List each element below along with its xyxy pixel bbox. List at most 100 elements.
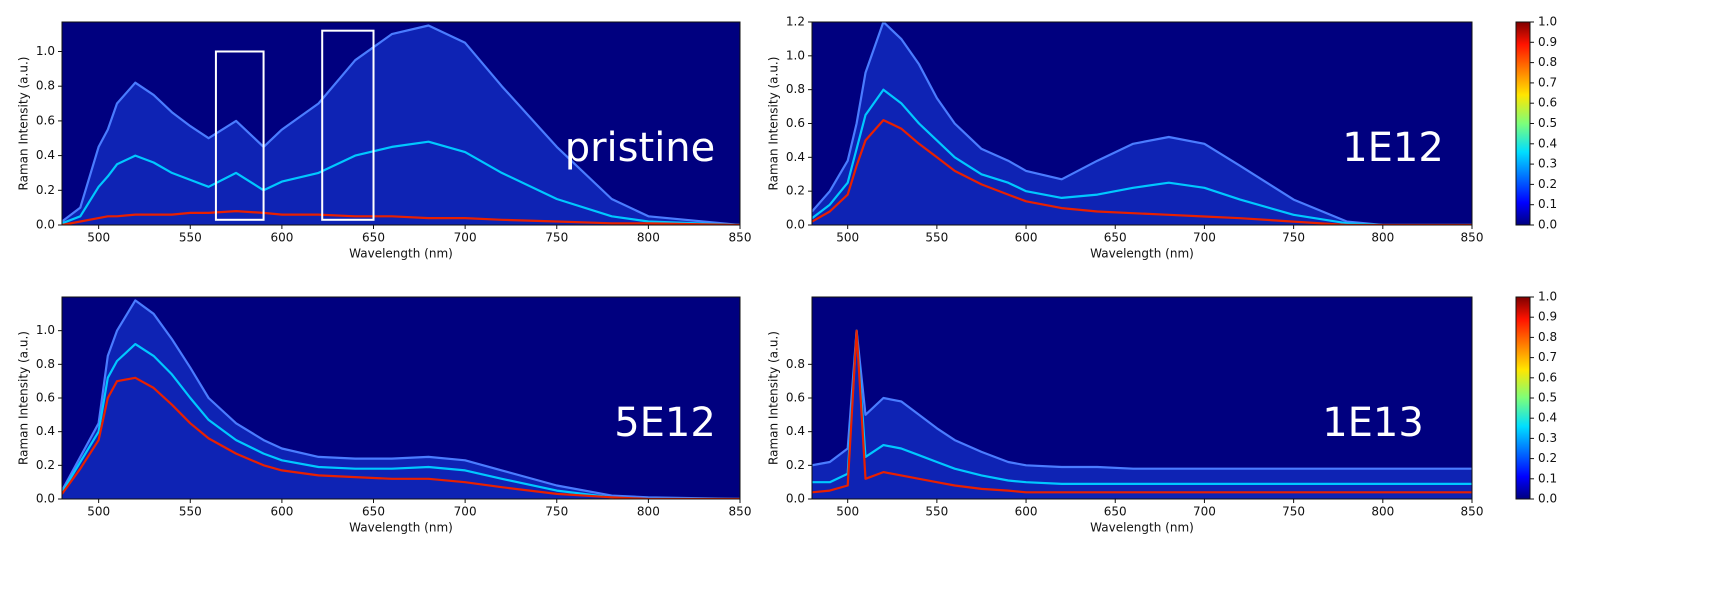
axes-frame <box>61 21 741 226</box>
y-tick-label: 0.4 <box>36 148 55 162</box>
colorbar-tick-label: 0.0 <box>1538 218 1557 232</box>
x-tick-label: 800 <box>1371 231 1394 245</box>
colorbar-tick-label: 0.6 <box>1538 96 1557 110</box>
x-tick-label: 650 <box>1104 231 1127 245</box>
panel: 500 550 600 650 700 750 800 850 0.0 0.2 0.4 0.6 0.8 1… <box>17 296 752 535</box>
y-tick-label: 1.2 <box>786 15 805 29</box>
spectrum-line <box>812 329 1472 494</box>
y-tick-label: 0.4 <box>786 424 805 438</box>
x-tick-label: 600 <box>1015 505 1038 519</box>
y-tick-label: 0.8 <box>36 357 55 371</box>
x-tick-label: 800 <box>637 505 660 519</box>
y-tick-label: 0.8 <box>36 79 55 93</box>
plot-area <box>812 329 1472 499</box>
x-tick-label: 550 <box>179 231 202 245</box>
spectrum-line <box>62 376 740 499</box>
colorbar-tick-label: 0.1 <box>1538 471 1557 485</box>
colorbar-tick-label: 0.9 <box>1538 310 1557 324</box>
annotation: pristine <box>565 125 716 171</box>
x-tick-label: 500 <box>836 505 859 519</box>
x-tick-label: 700 <box>1193 231 1216 245</box>
highlight-box <box>214 50 265 221</box>
panel: 500 550 600 650 700 750 800 850 0.0 0.2 0.4 0.6 0.8 1… <box>17 21 752 261</box>
colorbar-tick-label: 0.4 <box>1538 136 1557 150</box>
y-tick-label: 0.0 <box>786 492 805 506</box>
y-axis-label: Raman Intensity (a.u.) <box>767 57 781 191</box>
x-tick-label: 650 <box>362 505 385 519</box>
y-tick-label: 0.8 <box>786 82 805 96</box>
x-tick-label: 750 <box>1282 505 1305 519</box>
x-axis-label: Wavelength (nm) <box>1090 521 1194 535</box>
spectrum-line <box>812 329 1472 470</box>
x-tick-label: 550 <box>925 231 948 245</box>
y-axis-label: Raman Intensity (a.u.) <box>767 331 781 465</box>
x-tick-label: 850 <box>729 505 752 519</box>
x-tick-label: 500 <box>836 231 859 245</box>
colorbar-tick-label: 0.3 <box>1538 431 1557 445</box>
colorbar-tick-label: 1.0 <box>1538 15 1557 29</box>
x-tick-label: 800 <box>1371 505 1394 519</box>
y-axis-label: Raman Intensity (a.u.) <box>17 331 31 465</box>
annotation: 1E13 <box>1322 400 1424 446</box>
y-tick-label: 0.2 <box>36 183 55 197</box>
spectrum-line <box>62 299 740 499</box>
y-tick-label: 0.4 <box>786 150 805 164</box>
spectrum-line <box>812 22 1472 225</box>
x-tick-label: 850 <box>729 231 752 245</box>
colorbar <box>1515 21 1531 226</box>
plot-area <box>62 299 740 499</box>
colorbar-tick-label: 1.0 <box>1538 290 1557 304</box>
spectrum-line <box>812 119 1472 225</box>
x-tick-label: 550 <box>179 505 202 519</box>
x-axis-label: Wavelength (nm) <box>349 247 453 261</box>
x-tick-label: 600 <box>270 505 293 519</box>
colorbar-tick-label: 0.1 <box>1538 197 1557 211</box>
y-tick-label: 0.6 <box>786 116 805 130</box>
area <box>62 300 740 499</box>
x-tick-label: 700 <box>1193 505 1216 519</box>
y-tick-label: 0.0 <box>36 218 55 232</box>
panel: 500 550 600 650 700 750 800 850 0.0 0.2 0.4 0.6 0.8 W… <box>767 290 1558 535</box>
x-tick-label: 700 <box>454 231 477 245</box>
x-axis-label: Wavelength (nm) <box>349 521 453 535</box>
area <box>812 22 1472 225</box>
colorbar-tick-label: 0.0 <box>1538 492 1557 506</box>
x-tick-label: 850 <box>1461 231 1484 245</box>
x-tick-label: 800 <box>637 231 660 245</box>
x-tick-label: 500 <box>87 231 110 245</box>
colorbar-tick-label: 0.8 <box>1538 55 1557 69</box>
colorbar-tick-label: 0.7 <box>1538 350 1557 364</box>
x-tick-label: 650 <box>362 231 385 245</box>
spectrum-line <box>62 343 740 499</box>
y-tick-label: 0.2 <box>786 458 805 472</box>
colorbar-tick-label: 0.5 <box>1538 391 1557 405</box>
annotation: 1E12 <box>1342 125 1444 171</box>
y-tick-label: 0.0 <box>786 218 805 232</box>
colorbar-tick-label: 0.2 <box>1538 451 1557 465</box>
x-tick-label: 500 <box>87 505 110 519</box>
x-tick-label: 750 <box>545 231 568 245</box>
colorbar-tick-label: 0.9 <box>1538 35 1557 49</box>
area <box>812 330 1472 499</box>
y-tick-label: 0.0 <box>36 492 55 506</box>
annotation: 5E12 <box>614 400 716 446</box>
y-axis-label: Raman Intensity (a.u.) <box>17 57 31 191</box>
y-tick-label: 0.6 <box>786 391 805 405</box>
plot-area <box>812 22 1472 225</box>
highlight-box <box>321 29 375 221</box>
spectrum-line <box>812 88 1472 225</box>
x-tick-label: 600 <box>1015 231 1038 245</box>
colorbar-tick-label: 0.8 <box>1538 330 1557 344</box>
x-tick-label: 600 <box>270 231 293 245</box>
y-tick-label: 1.0 <box>786 48 805 62</box>
panel: 500 550 600 650 700 750 800 850 0.0 0.2 0.4 0.6 0.8 1… <box>767 15 1558 261</box>
x-tick-label: 750 <box>1282 231 1305 245</box>
colorbar-tick-label: 0.2 <box>1538 177 1557 191</box>
colorbar-tick-label: 0.6 <box>1538 370 1557 384</box>
colorbar-tick-label: 0.7 <box>1538 75 1557 89</box>
y-tick-label: 0.6 <box>36 113 55 127</box>
x-tick-label: 550 <box>925 505 948 519</box>
x-tick-label: 750 <box>545 505 568 519</box>
y-tick-label: 0.2 <box>36 458 55 472</box>
